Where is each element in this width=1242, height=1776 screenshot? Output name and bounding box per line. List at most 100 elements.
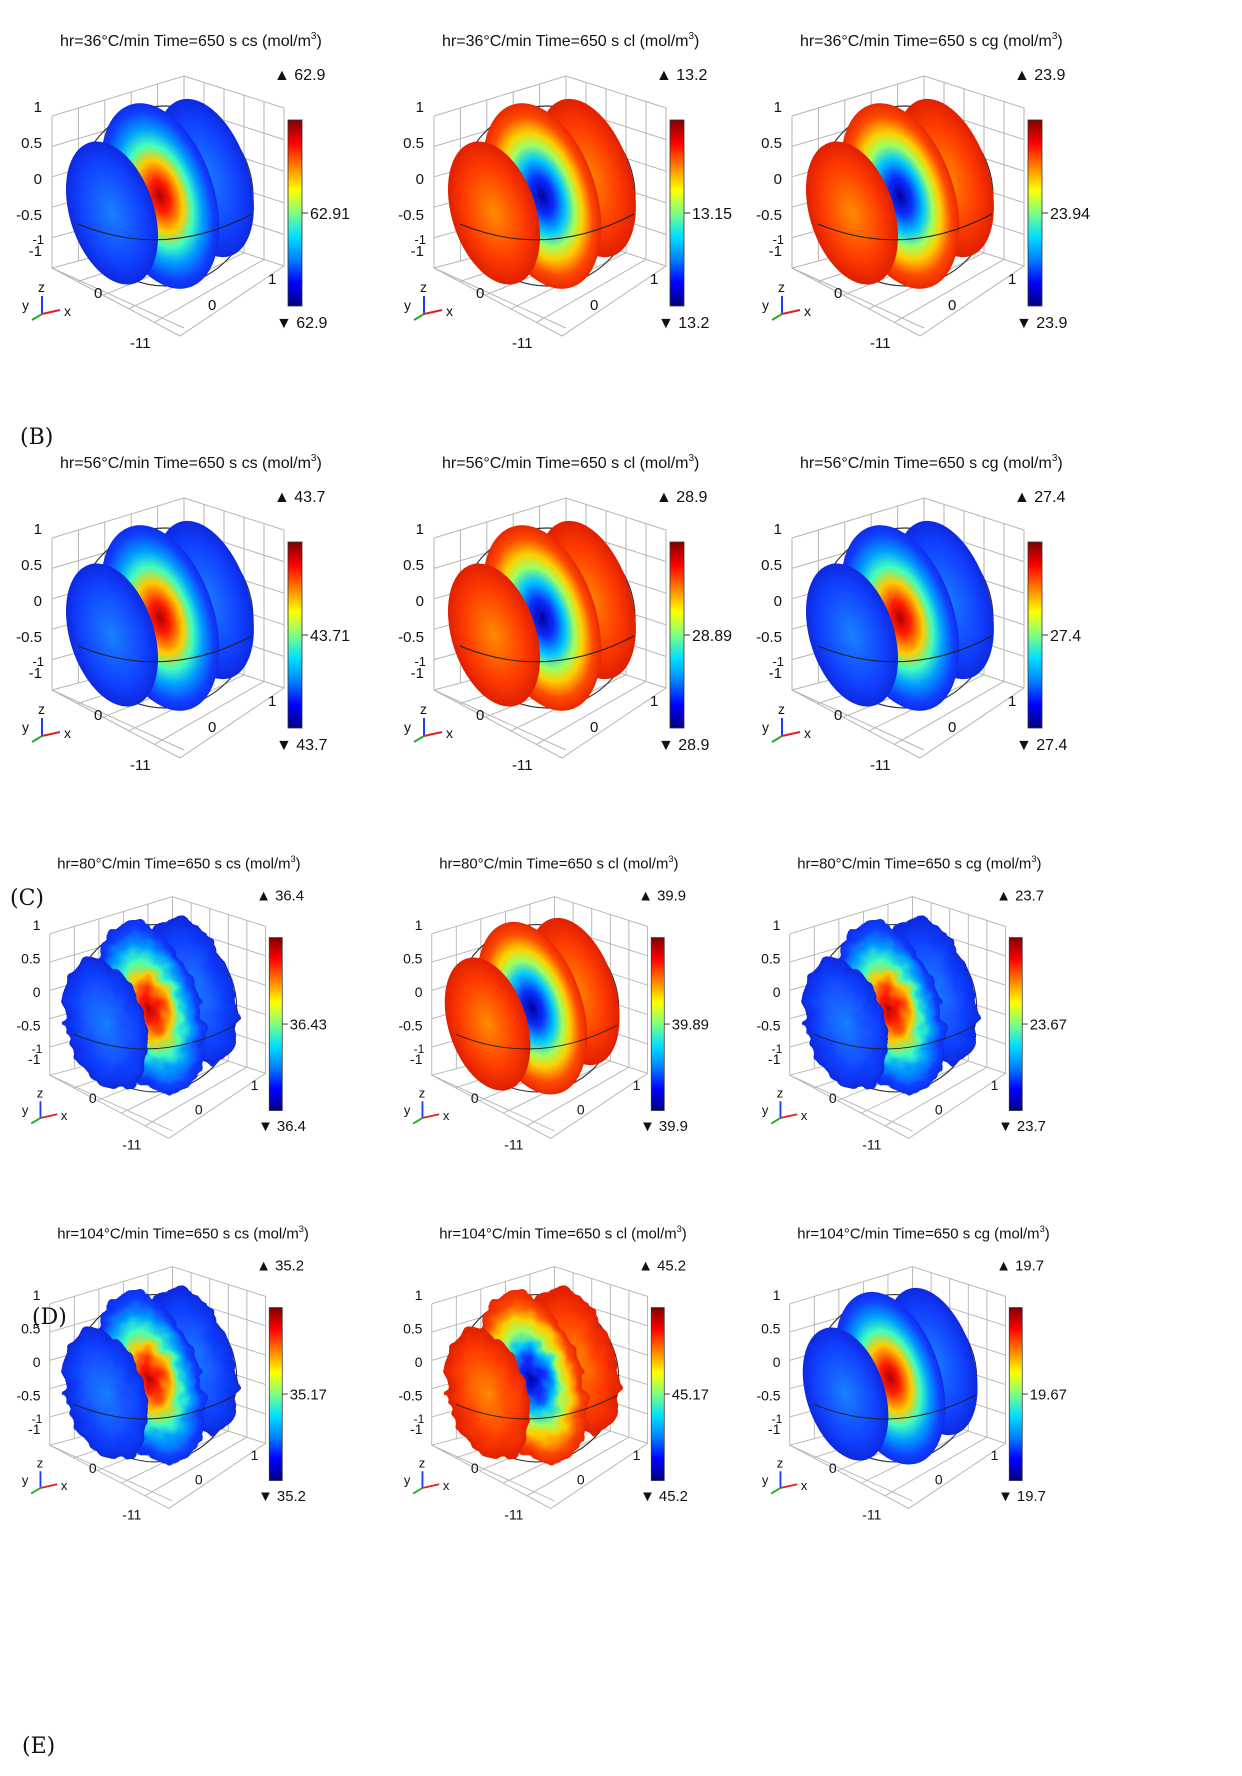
z-tick-label: -0.5 <box>16 207 42 224</box>
z-tick-label: 0.5 <box>403 1321 423 1337</box>
colorbar <box>287 541 303 729</box>
z-tick-label: -0.5 <box>756 629 782 646</box>
colorbar-min-label: ▼ 13.2 <box>658 315 710 332</box>
colorbar <box>1008 1307 1023 1481</box>
y-tick-label: -11 <box>130 335 151 352</box>
triad-y-arrow <box>771 735 783 743</box>
y-tick-label: 0 <box>476 285 484 302</box>
panel-title: hr=36°C/min Time=650 s cg (mol/m3) <box>800 31 1063 50</box>
z-tick-label: -1 <box>410 1421 423 1437</box>
axis-triad: z x y <box>404 1456 450 1495</box>
axis-triad: z x y <box>22 1456 68 1495</box>
axis-triad: z x y <box>22 1086 68 1125</box>
z-tick-label: -1 <box>29 243 42 260</box>
slice-group <box>447 98 636 289</box>
sphere-equator <box>459 213 635 241</box>
slice-front <box>65 563 159 707</box>
triad-x-arrow <box>422 1483 440 1489</box>
colorbar <box>650 937 665 1111</box>
triad-z-label: z <box>37 1456 44 1471</box>
panel-title: hr=104°C/min Time=650 s cs (mol/m3) <box>57 1224 309 1243</box>
z-tick-label: 0.5 <box>21 557 42 574</box>
slice-group <box>802 917 978 1095</box>
y-tick-label: -11 <box>504 1507 523 1523</box>
colorbar <box>1008 937 1023 1111</box>
triad-z-label: z <box>38 279 45 295</box>
z-tick-label: -0.5 <box>398 1388 422 1404</box>
z-tick-label: 0 <box>773 984 781 1000</box>
triad-x-arrow <box>781 731 801 737</box>
triad-y-arrow <box>413 735 425 743</box>
triad-x-label: x <box>801 1478 808 1493</box>
colorbar-min-label: ▼ 62.9 <box>276 315 328 332</box>
y-tick-label: 0 <box>94 707 102 724</box>
colorbar-max-label: ▲ 62.9 <box>274 67 326 84</box>
colorbar <box>268 937 283 1111</box>
slice-group <box>802 1287 978 1465</box>
z-tick-label: 0.5 <box>403 557 424 574</box>
z-tick-label: -1 <box>32 654 44 669</box>
colorbar-mid-label: 28.89 <box>692 628 732 645</box>
axis-triad: z x y <box>404 279 453 321</box>
triad-y-label: y <box>22 719 29 735</box>
colorbar-min-label: ▼ 35.2 <box>258 1489 306 1505</box>
axis-triad: z x y <box>762 1086 808 1125</box>
colorbar-mid-label: 13.15 <box>692 206 732 223</box>
z-tick-label: -0.5 <box>398 1018 422 1034</box>
x-tick-label: 1 <box>991 1077 999 1093</box>
z-tick-label: -1 <box>414 232 426 247</box>
colorbar-mid-label: 27.4 <box>1050 628 1081 645</box>
y-tick-label: 0 <box>471 1460 479 1476</box>
triad-z-label: z <box>778 279 785 295</box>
x-tick-label: 0 <box>935 1471 943 1487</box>
x-tick-label: 1 <box>1008 271 1016 288</box>
z-tick-label: 0.5 <box>403 951 423 967</box>
x-tick-label: 1 <box>251 1447 259 1463</box>
y-tick-label: -11 <box>862 1137 881 1153</box>
panel-title: hr=104°C/min Time=650 s cl (mol/m3) <box>439 1224 687 1243</box>
sphere-equator <box>73 1394 236 1420</box>
triad-z-label: z <box>37 1086 44 1101</box>
z-tick-label: -1 <box>29 665 42 682</box>
z-tick-label: 0 <box>34 171 42 188</box>
section-label-c: (C) <box>10 886 44 911</box>
axis-triad: z x y <box>22 701 71 743</box>
colorbar <box>669 119 685 307</box>
colorbar-min-label: ▼ 23.7 <box>998 1119 1046 1135</box>
colorbar-max-label: ▲ 23.7 <box>996 888 1044 904</box>
z-tick-label: 0 <box>33 1354 41 1370</box>
triad-y-label: y <box>762 719 769 735</box>
triad-x-label: x <box>804 303 811 319</box>
y-tick-label: 0 <box>94 285 102 302</box>
slice-group <box>444 917 620 1095</box>
colorbar-min-label: ▼ 19.7 <box>998 1489 1046 1505</box>
triad-z-label: z <box>38 701 45 717</box>
z-tick-label: 1 <box>34 99 42 116</box>
x-tick-label: 1 <box>633 1077 641 1093</box>
z-tick-label: 0 <box>415 1354 423 1370</box>
slice-group <box>805 520 994 711</box>
y-tick-label: -11 <box>122 1137 141 1153</box>
x-tick-label: 1 <box>633 1447 641 1463</box>
chart-panel: hr=104°C/min Time=650 s cs (mol/m3) 1 0.5 0… <box>16 1224 327 1522</box>
chart-panel: hr=56°C/min Time=650 s cg (mol/m3) 1 0.5 0 -… <box>756 453 1081 774</box>
colorbar <box>1027 541 1043 729</box>
z-tick-label: -0.5 <box>756 1018 780 1034</box>
x-tick-label: 1 <box>991 1447 999 1463</box>
section-label-b: (B) <box>20 425 54 450</box>
slice-front <box>802 1327 889 1461</box>
colorbar-mid-label: 36.43 <box>290 1018 327 1034</box>
triad-x-label: x <box>64 725 71 741</box>
z-tick-label: 0 <box>774 171 782 188</box>
z-tick-label: -1 <box>414 654 426 669</box>
colorbar-max-label: ▲ 13.2 <box>656 67 708 84</box>
triad-y-arrow <box>771 313 783 321</box>
slice-front <box>444 957 531 1091</box>
panel-title: hr=80°C/min Time=650 s cs (mol/m3) <box>57 854 300 873</box>
colorbar-max-label: ▲ 39.9 <box>638 888 686 904</box>
axis-triad: z x y <box>762 279 811 321</box>
triad-z-label: z <box>420 701 427 717</box>
y-tick-label: 0 <box>476 707 484 724</box>
slice-group <box>444 1287 620 1465</box>
panel-title: hr=36°C/min Time=650 s cs (mol/m3) <box>60 31 322 50</box>
